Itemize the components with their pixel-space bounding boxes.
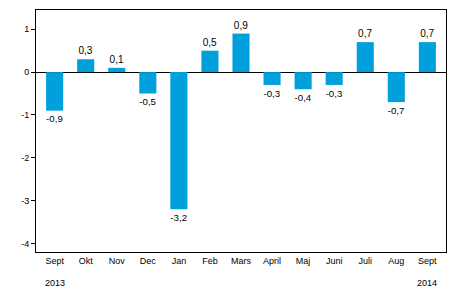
svg-text:-0,7: -0,7 xyxy=(388,105,405,116)
svg-text:-1: -1 xyxy=(21,110,29,120)
svg-text:-3: -3 xyxy=(21,196,29,206)
svg-text:0,5: 0,5 xyxy=(203,37,217,48)
svg-text:Feb: Feb xyxy=(202,256,218,266)
svg-text:Sept: Sept xyxy=(45,256,64,266)
svg-text:0,1: 0,1 xyxy=(110,54,124,65)
svg-text:-0,3: -0,3 xyxy=(326,88,343,99)
svg-text:2013: 2013 xyxy=(45,278,65,288)
svg-text:0,7: 0,7 xyxy=(420,28,434,39)
svg-text:-0,3: -0,3 xyxy=(264,88,281,99)
svg-text:-0,4: -0,4 xyxy=(295,92,312,103)
svg-text:2014: 2014 xyxy=(417,278,437,288)
svg-text:-0,9: -0,9 xyxy=(46,113,63,124)
svg-text:Juli: Juli xyxy=(358,256,372,266)
svg-text:Aug: Aug xyxy=(388,256,404,266)
svg-text:0,3: 0,3 xyxy=(79,45,93,56)
svg-text:0,7: 0,7 xyxy=(358,28,372,39)
svg-text:0: 0 xyxy=(24,67,29,77)
svg-text:-0,5: -0,5 xyxy=(139,96,156,107)
svg-text:1: 1 xyxy=(24,24,29,34)
svg-text:Sept: Sept xyxy=(418,256,437,266)
svg-text:Jan: Jan xyxy=(172,256,187,266)
svg-text:Dec: Dec xyxy=(140,256,157,266)
svg-text:0,9: 0,9 xyxy=(234,20,248,31)
svg-text:Mars: Mars xyxy=(231,256,251,266)
svg-text:Maj: Maj xyxy=(296,256,311,266)
svg-text:Juni: Juni xyxy=(326,256,343,266)
svg-text:April: April xyxy=(263,256,281,266)
svg-text:-2: -2 xyxy=(21,153,29,163)
svg-text:-4: -4 xyxy=(21,239,29,249)
svg-text:-3,2: -3,2 xyxy=(170,212,187,223)
svg-text:Nov: Nov xyxy=(109,256,126,266)
svg-text:Okt: Okt xyxy=(79,256,94,266)
